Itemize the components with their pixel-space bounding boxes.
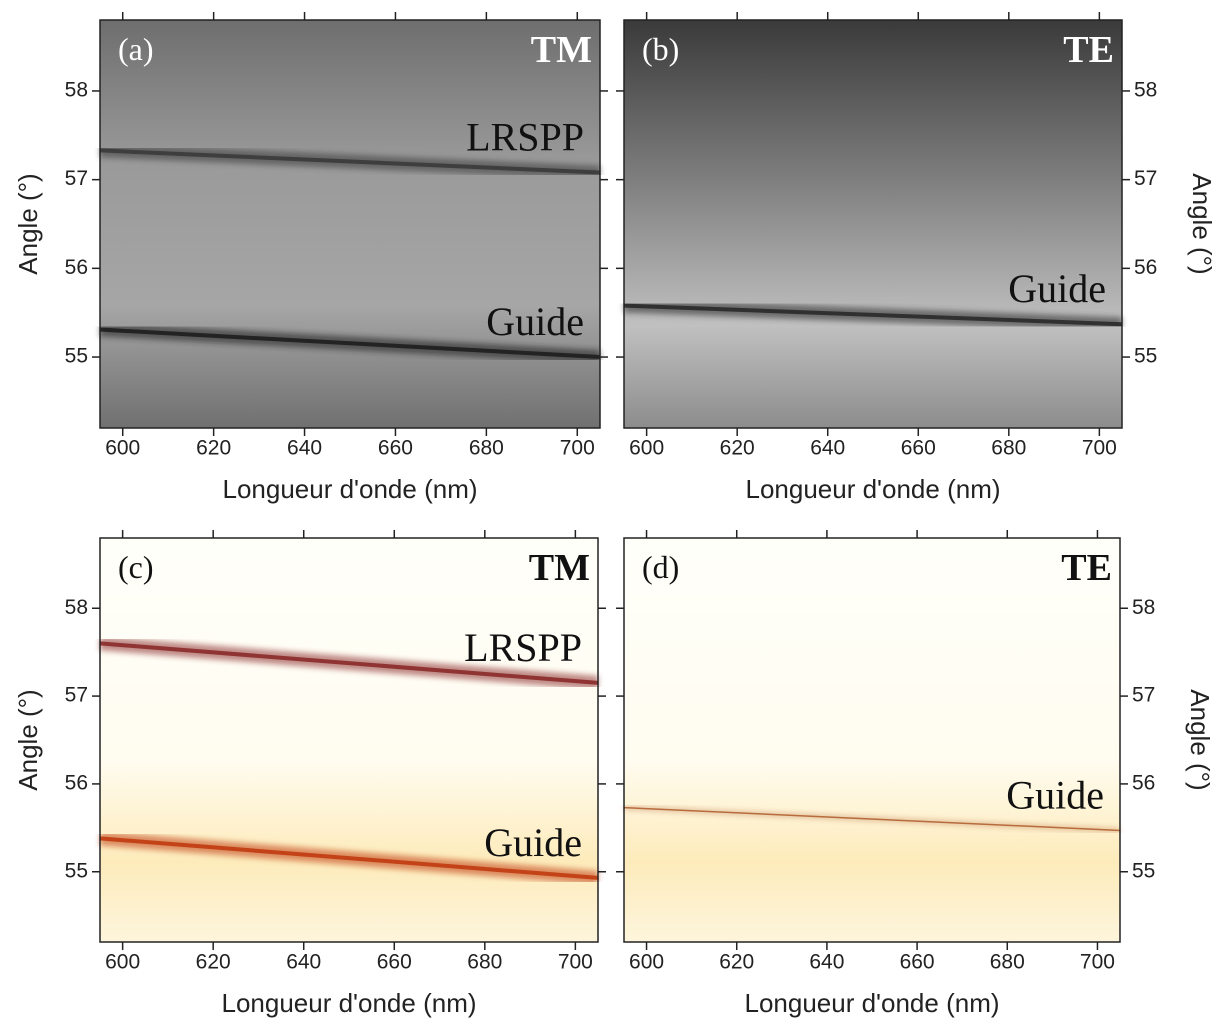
polarization-label: TM (529, 547, 590, 589)
polarization-label: TE (1061, 547, 1112, 589)
x-tick-label: 620 (720, 437, 755, 460)
y-tick-label: 55 (65, 345, 88, 368)
x-tick-label: 660 (901, 437, 936, 460)
y-tick-label: 58 (1132, 596, 1155, 619)
heatmap-background (624, 538, 1120, 942)
mode-line (99, 641, 599, 685)
x-tick-label: 640 (286, 951, 321, 974)
y-tick-label: 56 (1132, 771, 1155, 794)
x-tick-label: 640 (810, 437, 845, 460)
y-tick-label: 56 (65, 256, 88, 279)
y-tick-label: 58 (65, 596, 88, 619)
y-tick-label: 55 (1132, 859, 1155, 882)
y-tick-label: 57 (65, 167, 88, 190)
mode-line (623, 303, 1123, 327)
panel: LRSPP Guide (a) TM 600 620 640 660 680 700 55 56 57 5… (13, 12, 608, 504)
heatmap-background (624, 20, 1122, 428)
plot-frame (99, 537, 599, 943)
x-axis-label: Longueur d'onde (nm) (745, 474, 1000, 504)
panel-label: (b) (642, 31, 679, 67)
polarization-label: TM (531, 29, 592, 71)
x-tick-label: 700 (560, 437, 595, 460)
panel: Guide (d) TE 600 620 640 660 680 700 55 56 57 58 Long… (616, 530, 1215, 1018)
y-tick-label: 55 (65, 859, 88, 882)
x-tick-label: 600 (105, 437, 140, 460)
mode-line (623, 806, 1121, 832)
y-tick-label: 58 (1134, 79, 1157, 102)
y-axis-label: Angle (°) (1185, 689, 1215, 790)
x-axis-label: Longueur d'onde (nm) (221, 988, 476, 1018)
x-tick-label: 680 (990, 951, 1025, 974)
y-tick-label: 57 (1134, 167, 1157, 190)
heatmap-background (100, 538, 598, 942)
x-tick-label: 660 (377, 951, 412, 974)
plot-frame (99, 19, 601, 429)
mode-label: Guide (1008, 266, 1106, 311)
mode-label: Guide (1006, 772, 1104, 817)
plot-frame (623, 19, 1123, 429)
y-tick-label: 55 (1134, 345, 1157, 368)
x-tick-label: 660 (900, 951, 935, 974)
x-axis-label: Longueur d'onde (nm) (222, 474, 477, 504)
mode-label: Guide (484, 820, 582, 865)
x-tick-label: 620 (719, 951, 754, 974)
mode-label: Guide (486, 299, 584, 344)
x-tick-label: 620 (196, 437, 231, 460)
x-tick-label: 680 (991, 437, 1026, 460)
mode-line (99, 836, 599, 880)
y-axis-label: Angle (°) (13, 689, 43, 790)
y-axis-label: Angle (°) (1187, 173, 1217, 274)
x-tick-label: 600 (105, 951, 140, 974)
mode-line (99, 327, 601, 360)
y-tick-label: 57 (65, 684, 88, 707)
mode-line (99, 148, 601, 175)
panel-label: (a) (118, 31, 154, 67)
x-tick-label: 700 (558, 951, 593, 974)
x-tick-label: 700 (1082, 437, 1117, 460)
x-tick-label: 600 (629, 437, 664, 460)
heatmap-background (100, 20, 600, 428)
y-tick-label: 58 (65, 79, 88, 102)
x-tick-label: 680 (469, 437, 504, 460)
x-tick-label: 680 (467, 951, 502, 974)
x-tick-label: 640 (287, 437, 322, 460)
y-tick-label: 56 (1134, 256, 1157, 279)
y-axis-label: Angle (°) (13, 173, 43, 274)
mode-label: LRSPP (466, 115, 584, 160)
y-tick-label: 57 (1132, 684, 1155, 707)
panel: LRSPP Guide (c) TM 600 620 640 660 680 700 55 56 57 5… (13, 530, 606, 1018)
x-tick-label: 620 (196, 951, 231, 974)
plot-frame (623, 537, 1121, 943)
x-axis-label: Longueur d'onde (nm) (744, 988, 999, 1018)
panel: Guide (b) TE 600 620 640 660 680 700 55 56 57 58 Long… (616, 12, 1217, 504)
panel-label: (d) (642, 549, 679, 585)
x-tick-label: 600 (629, 951, 664, 974)
x-tick-label: 640 (809, 951, 844, 974)
panel-label: (c) (118, 549, 154, 585)
mode-label: LRSPP (464, 625, 582, 670)
x-tick-label: 700 (1080, 951, 1115, 974)
y-tick-label: 56 (65, 771, 88, 794)
polarization-label: TE (1063, 29, 1114, 71)
x-tick-label: 660 (378, 437, 413, 460)
